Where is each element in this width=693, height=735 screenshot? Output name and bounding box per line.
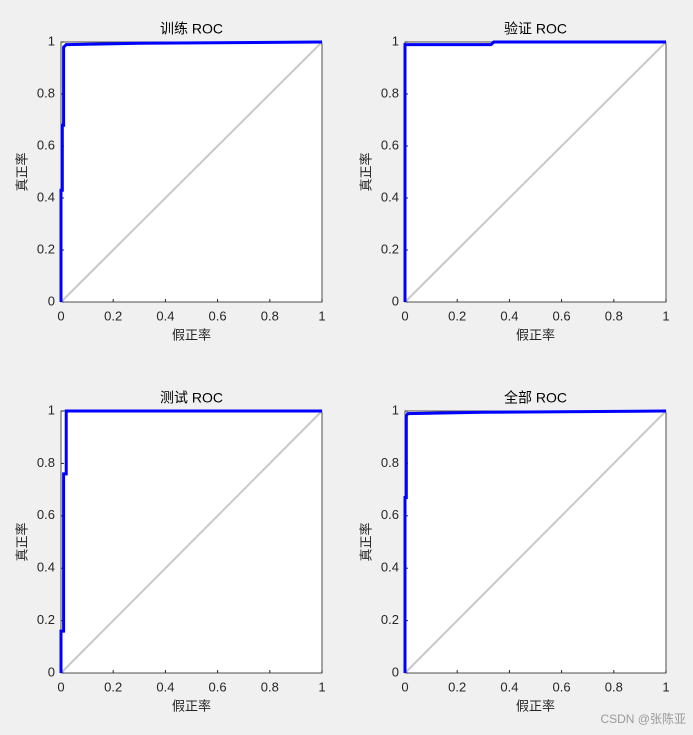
x-tick-label: 0 [401,679,408,694]
y-tick-label: 0.2 [381,241,399,256]
y-tick-label: 0 [48,664,55,679]
y-tick-label: 1 [392,33,399,48]
y-axis-label: 真正率 [14,522,29,561]
x-tick-label: 0.2 [104,679,122,694]
x-axis-label: 假正率 [516,698,555,713]
chart-title: 全部 ROC [504,390,567,406]
roc-line [59,40,323,302]
y-tick-label: 1 [48,402,55,417]
x-tick-label: 0 [57,308,64,323]
x-axis-label: 假正率 [516,327,555,342]
y-tick-label: 0.6 [37,137,55,152]
y-axis-label: 真正率 [358,522,373,561]
x-tick-label: 0.8 [605,308,623,323]
x-tick-label: 0.4 [500,308,518,323]
x-tick-label: 1 [662,679,669,694]
y-tick-label: 0 [392,664,399,679]
y-tick-label: 0.8 [37,455,55,470]
y-tick-label: 0.2 [37,241,55,256]
x-tick-label: 1 [318,308,325,323]
y-tick-label: 1 [48,33,55,48]
x-tick-label: 0 [401,308,408,323]
y-axis-label: 真正率 [358,152,373,191]
x-tick-label: 0.4 [500,679,518,694]
y-tick-label: 0.8 [37,85,55,100]
y-tick-label: 0.6 [37,507,55,522]
x-tick-label: 0.8 [261,308,279,323]
x-tick-label: 0.8 [261,679,279,694]
y-tick-label: 0.6 [381,137,399,152]
roc-line [59,409,322,673]
y-tick-label: 0.4 [381,189,399,204]
y-tick-label: 0.4 [37,189,55,204]
y-tick-label: 0 [48,293,55,308]
x-tick-label: 0.2 [104,308,122,323]
roc-line [60,410,323,674]
x-tick-label: 0.6 [209,679,227,694]
y-tick-label: 0.8 [381,85,399,100]
roc-line [403,409,667,673]
x-tick-label: 0.4 [156,679,174,694]
y-tick-label: 0.8 [381,455,399,470]
roc-line [403,40,666,302]
x-tick-label: 0.8 [605,679,623,694]
watermark: CSDN @张陈亚 [600,711,686,726]
x-tick-label: 0.2 [448,308,466,323]
x-tick-label: 0 [57,679,64,694]
y-axis-label: 真正率 [14,152,29,191]
x-tick-label: 0.6 [209,308,227,323]
y-tick-label: 0 [392,293,399,308]
chart-title: 测试 ROC [160,390,223,406]
y-tick-label: 0.2 [37,612,55,627]
roc-line [404,41,667,303]
x-tick-label: 0.6 [553,679,571,694]
x-tick-label: 0.4 [156,308,174,323]
x-tick-label: 0.2 [448,679,466,694]
y-tick-label: 0.2 [381,612,399,627]
x-axis-label: 假正率 [172,327,211,342]
y-tick-label: 0.6 [381,507,399,522]
x-axis-label: 假正率 [172,698,211,713]
y-tick-label: 1 [392,402,399,417]
chart-title: 验证 ROC [504,21,567,37]
chart-title: 训练 ROC [160,21,223,37]
roc-line [404,410,667,674]
roc-line [60,41,323,303]
y-tick-label: 0.4 [37,560,55,575]
x-tick-label: 0.6 [553,308,571,323]
y-tick-label: 0.4 [381,560,399,575]
x-tick-label: 1 [662,308,669,323]
x-tick-label: 1 [318,679,325,694]
